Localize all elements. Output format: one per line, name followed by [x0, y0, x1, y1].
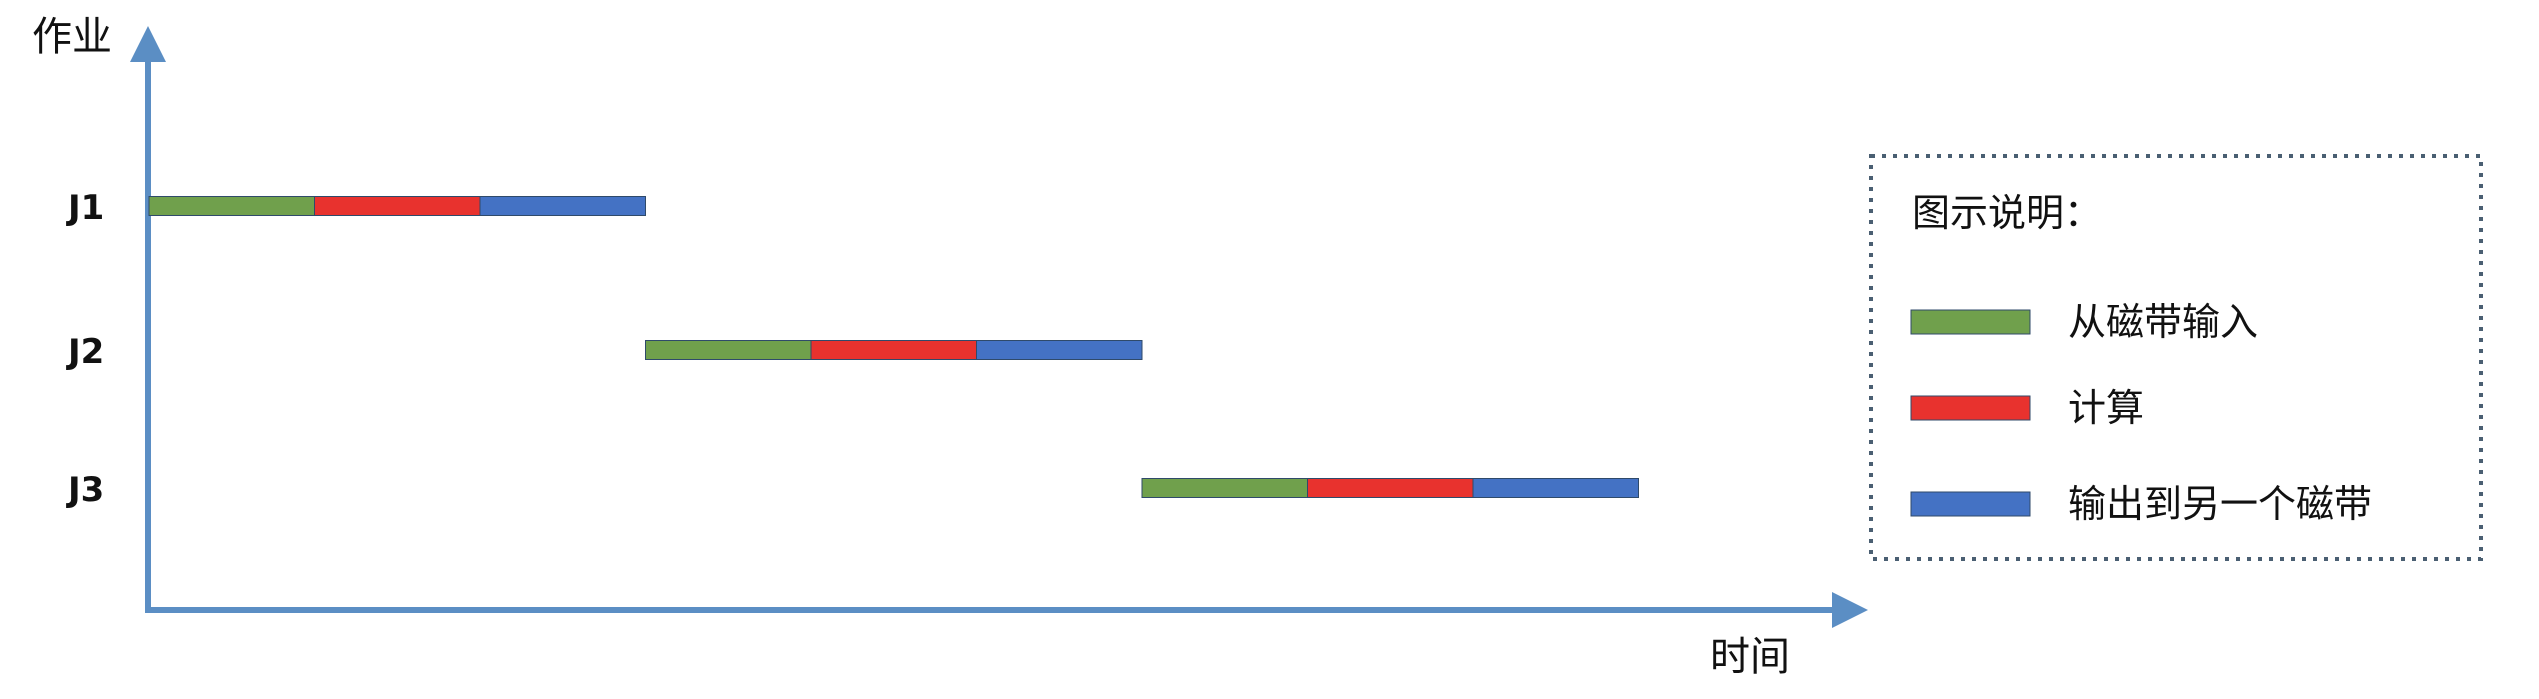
legend-item-output: 输出到另一个磁带: [1910, 482, 2372, 526]
legend-label: 从磁带输入: [2068, 300, 2258, 344]
input-phase-bar: [1141, 478, 1308, 498]
x-axis-title: 时间: [1710, 634, 1790, 680]
input-phase-bar: [148, 196, 315, 216]
job-row-j1: J1: [66, 188, 646, 228]
legend-item-compute: 计算: [1910, 386, 2144, 430]
output-phase-bar: [479, 196, 646, 216]
legend-swatch: [1910, 309, 2031, 335]
legend-label: 计算: [2068, 386, 2144, 430]
legend-swatch: [1910, 491, 2031, 517]
legend-item-input: 从磁带输入: [1910, 300, 2258, 344]
job-label: J1: [66, 188, 104, 228]
job-label: J3: [66, 470, 104, 510]
legend-title: 图示说明：: [1912, 191, 2102, 235]
axes: [130, 26, 1868, 628]
compute-phase-bar: [1307, 478, 1474, 498]
compute-phase-bar: [810, 340, 977, 360]
output-phase-bar: [976, 340, 1143, 360]
job-rows: J1 J2 J3: [66, 188, 1639, 510]
compute-phase-bar: [314, 196, 481, 216]
y-axis-title: 作业: [32, 14, 112, 60]
job-row-j3: J3: [66, 470, 1639, 510]
input-phase-bar: [645, 340, 812, 360]
legend-label: 输出到另一个磁带: [2068, 482, 2372, 526]
job-label: J2: [66, 332, 104, 372]
legend-swatch: [1910, 395, 2031, 421]
job-row-j2: J2: [66, 332, 1143, 372]
output-phase-bar: [1472, 478, 1639, 498]
